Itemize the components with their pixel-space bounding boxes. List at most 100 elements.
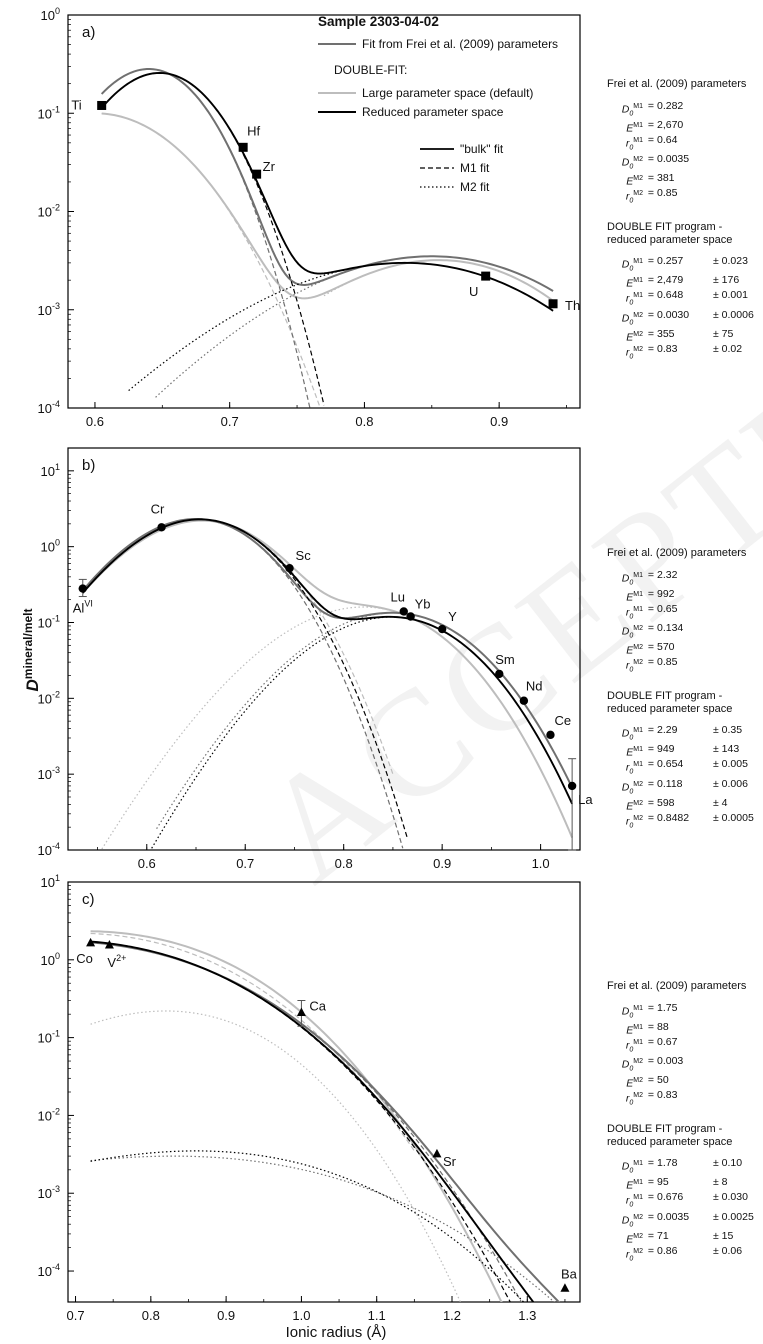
param-symbol: EM2 [626,175,643,188]
x-tick-label: 1.1 [368,1308,386,1323]
param-equals: = [647,796,655,809]
param-symbol: r0M2 [625,659,643,674]
param-equals: = [647,255,655,268]
y-axis-label-main: D [23,679,42,691]
param-value: 2,479 [657,274,684,287]
param-row: r0M1 = 0.67 [621,1036,763,1056]
param-symbol: r0M1 [625,606,643,621]
param-row: EM2 = 50 [621,1075,763,1090]
param-error: ± 0.06 [713,1244,743,1257]
large-m1-fit-line [90,932,415,1152]
param-error: ± 0.0025 [713,1210,754,1223]
frei-m2-fit-line [156,612,573,830]
panel-label: a) [82,24,95,41]
param-equals: = [647,1074,655,1087]
param-error: ± 15 [713,1229,734,1242]
data-point-V2+ [104,939,114,949]
element-label-Lu: Lu [391,589,405,604]
param-row: r0M2 = 0.83 [621,1090,763,1109]
param-value: 0.654 [657,758,684,771]
param-equals: = [647,1176,655,1189]
param-value: 992 [657,588,675,601]
x-tick-label: 0.8 [335,856,353,871]
large-m1-fit-line [82,520,394,775]
curves [100,68,554,408]
param-row: D0M1 = 2.29 ± 0.35 [621,725,763,744]
param-row: r0M2 = 0.85 [621,188,763,207]
param-symbol: EM2 [626,1232,643,1246]
param-equals: = [647,172,655,185]
param-symbol: r0M1 [625,137,643,152]
data-point-Ti [97,100,107,110]
param-equals: = [647,777,655,790]
element-label-AlVI: AlVI [73,599,93,616]
reduced-m1-fit-line [90,940,511,1302]
params-panel-b: Frei et al. (2009) parameters D0M1 = 2.32 EM… [607,547,763,832]
param-value: 2,670 [657,119,684,132]
param-row: D0M1 = 0.257 ± 0.023 [621,256,763,275]
param-value: 0.0035 [657,153,690,166]
param-error: ± 0.0006 [713,308,754,321]
param-row: EM1 = 949 ± 143 [621,744,763,759]
param-row: EM1 = 88 [621,1021,763,1037]
data-point-Zr [252,169,262,179]
param-row: r0M1 = 0.654 ± 0.005 [621,759,763,778]
param-value: 88 [657,1021,669,1034]
legend-m1: M1 fit [460,161,490,175]
x-tick-label: 1.3 [518,1308,536,1323]
data-point-AlVI [78,584,87,593]
element-label-Y: Y [448,609,457,624]
data-point-Nd [519,696,529,705]
param-row: D0M1 = 1.75 [621,1002,763,1022]
legend-frei: Fit from Frei et al. (2009) parameters [362,37,558,51]
param-equals: = [647,274,655,287]
element-label-Hf: Hf [247,123,260,138]
param-symbol: EM1 [626,277,643,290]
param-value: 50 [657,1074,669,1087]
frei-params: D0M1 = 0.282 EM1 = 2,670 r0M1 = 0.64 D0M2 = 0.0035 E… [607,100,763,207]
param-row: D0M2 = 0.134 [621,622,763,642]
param-equals: = [647,1210,655,1223]
param-row: D0M1 = 1.78 ± 0.10 [621,1158,763,1177]
data-point-Ca [296,1007,306,1017]
data-point-Y [437,624,447,634]
param-equals: = [647,758,655,771]
element-label-Ca: Ca [309,999,326,1014]
param-value: 0.118 [657,777,683,790]
element-label-V2+: V2+ [107,953,126,970]
param-row: EM2 = 381 [621,173,763,188]
reduced-m2-fit-line [151,616,573,849]
element-label-Zr: Zr [263,159,276,174]
param-row: EM2 = 355 ± 75 [621,327,763,344]
param-value: 0.83 [657,1089,678,1102]
param-equals: = [647,327,655,340]
param-symbol: D0M2 [621,1058,643,1073]
data-point-Sc [285,563,294,573]
y-tick-label: 100 [41,538,60,555]
element-label-Th: Th [565,298,580,313]
param-error: ± 0.02 [713,342,743,355]
frei-params-title: Frei et al. (2009) parameters [607,547,747,559]
param-value: 0.85 [657,187,678,200]
param-error: ± 0.10 [713,1157,743,1170]
param-value: 381 [657,172,675,185]
param-symbol: EM1 [626,591,643,604]
element-label-Sr: Sr [443,1154,457,1169]
frei-bulk-fit-line [100,68,554,292]
param-value: 0.8482 [657,811,690,824]
param-row: r0M2 = 0.86 ± 0.06 [621,1244,763,1265]
param-row: D0M2 = 0.003 [621,1055,763,1075]
doublefit-params-title: DOUBLE FIT program - [607,221,723,234]
param-symbol: EM2 [626,644,643,657]
param-value: 355 [657,327,675,340]
doublefit-params-subtitle: reduced parameter space [607,233,733,246]
reduced-m1-fit-line [82,518,409,840]
data-point-Lu [399,607,408,616]
curves [82,517,574,850]
param-symbol: EM2 [626,330,643,344]
y-tick-label: 10-1 [38,1029,60,1046]
param-equals: = [647,656,655,669]
y-tick-label: 10-3 [38,1184,60,1201]
data-point-U [481,271,491,281]
param-symbol: D0M1 [621,1005,643,1020]
